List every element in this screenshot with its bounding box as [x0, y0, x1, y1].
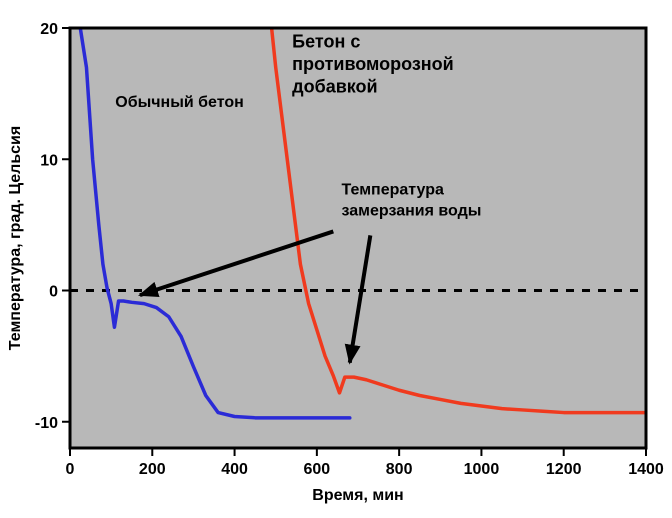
y-tick-label: -10 [35, 415, 58, 432]
annotation-label-3: добавкой [292, 76, 377, 96]
x-tick-label: 800 [386, 461, 413, 478]
annotation-label-5: замерзания воды [342, 203, 482, 220]
x-tick-label: 1200 [546, 461, 582, 478]
y-tick-label: 0 [49, 284, 58, 301]
x-tick-label: 1400 [628, 461, 664, 478]
y-axis-label: Температура, град. Цельсия [7, 126, 24, 350]
x-tick-label: 200 [139, 461, 166, 478]
x-tick-label: 1000 [464, 461, 500, 478]
x-tick-label: 400 [221, 461, 248, 478]
x-tick-label: 0 [66, 461, 75, 478]
x-tick-label: 600 [304, 461, 331, 478]
annotation-label-0: Обычный бетон [115, 94, 244, 111]
annotation-label-1: Бетон с [292, 32, 360, 52]
chart-svg: 0 200 400 600 800 1000 1200 1400 -10 0 10 20 Время, … [0, 0, 672, 518]
annotation-label-2: противоморозной [292, 54, 454, 74]
concrete-temperature-chart: 0 200 400 600 800 1000 1200 1400 -10 0 10 20 Время, … [0, 0, 672, 518]
x-axis-label: Время, мин [312, 487, 403, 504]
y-tick-label: 10 [40, 152, 58, 169]
y-tick-label: 20 [40, 21, 58, 38]
annotation-label-4: Температура [342, 182, 444, 199]
